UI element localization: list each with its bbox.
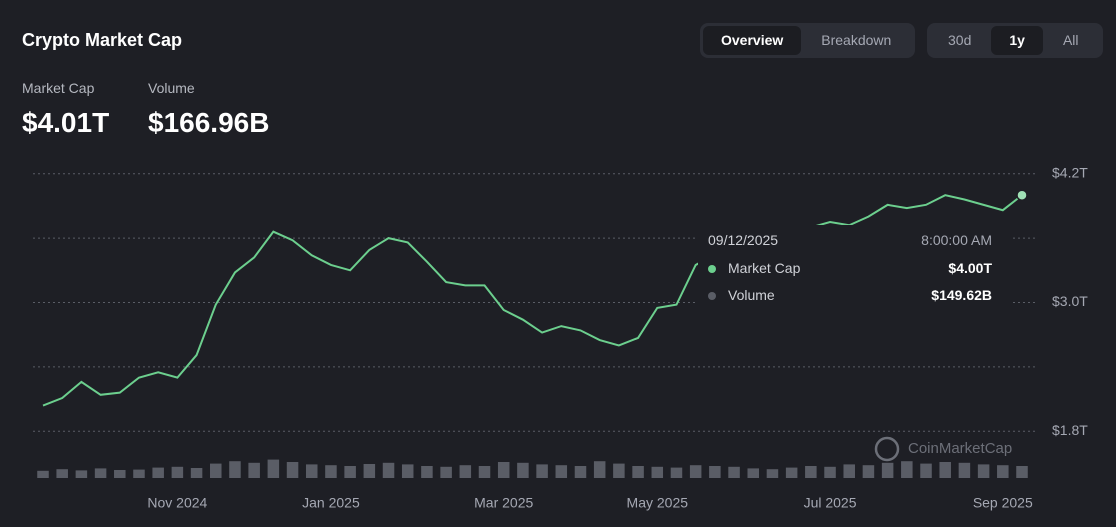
tooltip-time: 8:00:00 AM [921,232,992,248]
volume-bar [555,465,568,478]
volume-bar [785,467,798,478]
volume-bar [344,466,356,478]
volume-bar [651,466,664,478]
volume-bar [517,462,529,478]
tooltip-row: Volume $149.62B [708,287,992,307]
stat-label: Volume [148,80,195,96]
volume-bar [805,466,817,478]
volume-bar [37,470,49,478]
volume-bar [574,466,587,478]
volume-bar [977,464,990,478]
volume-bar [747,468,760,478]
volume-bar [286,462,299,478]
volume-bar [267,459,280,478]
volume-bar [229,461,241,478]
tooltip-name: Market Cap [728,260,801,276]
watermark: CoinMarketCap [908,440,1012,457]
x-tick-label: Sep 2025 [973,495,1033,511]
tooltip-value: $4.00T [948,260,992,276]
volume-bar [497,462,510,478]
volume-bar [190,468,203,478]
volume-bar [171,466,184,478]
volume-bar [440,466,452,478]
volume-bar [478,466,491,478]
volume-bar [997,465,1009,478]
volume-bar [152,467,164,478]
volume-bar [766,469,779,478]
market-cap-line [42,194,1023,407]
range[interactable]: 30d [948,32,972,48]
stat-value: $4.01T [22,107,110,138]
x-tick-label: Jul 2025 [804,495,857,511]
watermark-logo [874,436,900,462]
tab[interactable]: Overview [703,26,802,55]
volume-bar [613,463,625,478]
tooltip: 09/12/2025 8:00:00 AM Market Cap $4.00T V… [698,225,1010,323]
volume-bar [459,465,472,478]
volume-bar [632,466,644,478]
y-tick-label: $4.2T [1052,164,1088,180]
volume-bar [325,465,337,478]
volume-bar [689,465,702,478]
stat-label: Market Cap [22,80,95,96]
volume-bar [958,462,971,478]
volume-bar [382,462,395,478]
volume-bar [728,466,740,478]
volume-bar [133,469,145,478]
stat-value: $166.96B [148,107,270,138]
tooltip-value: $149.62B [931,287,992,303]
volume-bar [536,464,548,478]
x-tick-label: Jan 2025 [302,495,360,511]
volume-bar [1016,466,1028,478]
volume-bar [94,468,107,478]
volume-bar [75,470,88,478]
tooltip-name: Volume [728,287,775,303]
volume-bar [881,462,894,478]
volume-bar [843,464,855,478]
volume-bar [824,466,836,478]
volume-bar [210,463,222,478]
volume-bar [305,464,318,478]
last-point [1016,189,1028,201]
volume-bar [363,464,376,478]
volume-bar [709,466,721,478]
volume-bar [114,470,126,478]
tab[interactable]: Breakdown [821,32,892,48]
x-tick-label: Mar 2025 [474,495,533,511]
range-tabs: 30d 1y All [927,23,1103,58]
volume-bar [401,464,414,478]
title: Crypto Market Cap [22,30,183,50]
view-tabs: Overview Breakdown [700,23,915,58]
volume-bar [421,466,433,478]
x-tick-label: Nov 2024 [147,495,207,511]
volume-bar [248,462,260,478]
range[interactable]: All [1062,32,1079,48]
tooltip-row: Market Cap $4.00T [708,260,992,280]
y-tick-label: $1.8T [1052,422,1088,438]
range[interactable]: 1y [991,26,1043,55]
y-tick-label: $3.0T [1052,293,1088,309]
volume-bar [670,467,683,478]
volume-bar [862,465,875,478]
x-tick-label: May 2025 [627,495,689,511]
tooltip-date: 09/12/2025 [708,232,779,248]
volume-bar [920,463,932,478]
volume-bar [56,469,68,478]
volume-bar [939,462,951,478]
volume-bar [593,461,606,478]
volume-bar [901,461,913,478]
